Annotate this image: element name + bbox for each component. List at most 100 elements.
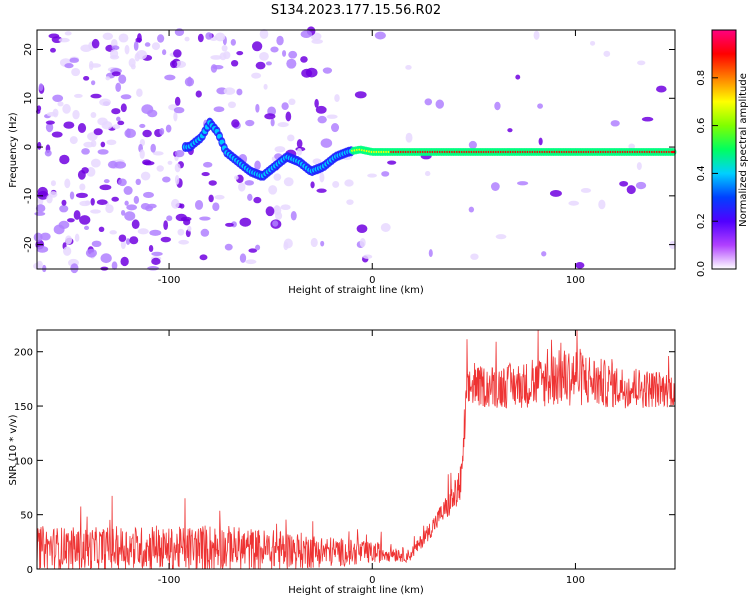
heatmap-cell bbox=[641, 116, 654, 122]
heatmap-cell bbox=[541, 251, 547, 257]
heatmap-cell bbox=[90, 158, 101, 168]
heatmap-cell bbox=[128, 58, 136, 68]
heatmap-cell bbox=[131, 219, 140, 230]
heatmap-cell bbox=[274, 146, 286, 153]
heatmap-cell bbox=[424, 98, 433, 106]
heatmap-cell bbox=[255, 103, 260, 113]
heatmap-cell bbox=[610, 120, 620, 127]
heatmap-cell bbox=[83, 75, 90, 81]
heatmap-cell bbox=[70, 263, 79, 274]
heatmap-cell bbox=[290, 210, 297, 221]
x-tick-label: 0 bbox=[369, 575, 375, 586]
heatmap-cell bbox=[387, 160, 397, 165]
heatmap-cell bbox=[331, 123, 340, 133]
y-tick-label: -10 bbox=[23, 188, 34, 204]
heatmap-cell bbox=[111, 261, 118, 270]
heatmap-cell bbox=[255, 244, 261, 251]
snr-frame bbox=[36, 329, 676, 570]
heatmap-cell bbox=[187, 76, 193, 87]
spectrogram-y-axis-label: Frequency (Hz) bbox=[8, 112, 19, 188]
heatmap-cell bbox=[537, 103, 543, 109]
heatmap-trace-core bbox=[670, 150, 676, 154]
y-tick-label: 20 bbox=[23, 43, 34, 56]
y-tick-label: 100 bbox=[14, 456, 33, 467]
heatmap-cell bbox=[214, 32, 226, 42]
heatmap-cell bbox=[64, 178, 71, 189]
heatmap-cell bbox=[150, 143, 156, 153]
heatmap-cell bbox=[147, 266, 160, 271]
heatmap-cell bbox=[93, 128, 103, 136]
y-tick-label: 0 bbox=[27, 565, 33, 576]
heatmap-cell bbox=[125, 238, 131, 245]
heatmap-cell bbox=[163, 220, 169, 231]
heatmap-cell bbox=[281, 102, 289, 111]
heatmap-cell bbox=[59, 154, 70, 165]
heatmap-cell bbox=[118, 234, 127, 242]
heatmap-cell bbox=[84, 225, 90, 231]
heatmap-cell bbox=[137, 228, 149, 235]
heatmap-cell bbox=[148, 244, 154, 252]
heatmap-cell bbox=[81, 167, 89, 174]
heatmap-cell bbox=[575, 262, 585, 269]
heatmap-cell bbox=[245, 119, 255, 127]
heatmap-cell bbox=[133, 195, 140, 204]
heatmap-cell bbox=[494, 101, 501, 111]
snr-panel: -100 0 100 0 50 100 150 200 Height of straight… bbox=[8, 329, 676, 596]
heatmap-cell bbox=[251, 72, 262, 79]
heatmap-cell bbox=[203, 161, 213, 168]
heatmap-cell bbox=[468, 206, 475, 213]
heatmap-cell bbox=[74, 93, 83, 98]
heatmap-cell bbox=[344, 179, 354, 187]
heatmap-cell bbox=[637, 60, 646, 66]
heatmap-cell bbox=[59, 205, 69, 213]
spectrogram-x-axis-label: Height of straight line (km) bbox=[288, 285, 424, 296]
heatmap-cell bbox=[140, 171, 151, 181]
heatmap-cell bbox=[74, 233, 80, 242]
heatmap-cell bbox=[238, 182, 246, 192]
heatmap-cell bbox=[272, 220, 279, 227]
heatmap-cell bbox=[126, 128, 131, 138]
heatmap-cell bbox=[315, 105, 327, 114]
heatmap-cell bbox=[64, 31, 72, 36]
heatmap-cell bbox=[320, 240, 325, 247]
heatmap-cell bbox=[71, 67, 81, 77]
heatmap-cell bbox=[381, 171, 390, 177]
heatmap-cell bbox=[225, 222, 234, 227]
heatmap-cell bbox=[435, 99, 444, 109]
x-tick-label: -100 bbox=[158, 275, 181, 286]
heatmap-cell bbox=[37, 141, 42, 150]
heatmap-cell bbox=[151, 251, 163, 256]
heatmap-cell bbox=[118, 74, 127, 84]
heatmap-cell bbox=[568, 200, 580, 206]
heatmap-cell bbox=[428, 249, 433, 257]
heatmap-cell bbox=[312, 158, 322, 165]
heatmap-cell bbox=[53, 224, 65, 235]
heatmap-cell bbox=[283, 238, 293, 249]
spectrogram-frame bbox=[36, 29, 676, 270]
heatmap-cell bbox=[287, 134, 295, 142]
heatmap-cell bbox=[96, 199, 108, 206]
heatmap-cell bbox=[45, 122, 54, 133]
heatmap-cell bbox=[197, 33, 204, 43]
heatmap-cell bbox=[195, 90, 202, 98]
colorbar-tick-label: 0.4 bbox=[696, 165, 707, 181]
heatmap-cell bbox=[81, 148, 90, 155]
heatmap-cell bbox=[99, 98, 111, 106]
heatmap-cell bbox=[288, 98, 296, 106]
heatmap-cell bbox=[107, 160, 118, 169]
heatmap-cell bbox=[37, 190, 49, 200]
heatmap-cell bbox=[247, 193, 253, 201]
spectrogram-y-ticks: -20 -10 0 10 20 bbox=[23, 43, 675, 253]
heatmap-cell bbox=[49, 191, 58, 198]
heatmap-cell bbox=[296, 139, 303, 149]
y-tick-label: 50 bbox=[20, 511, 33, 522]
heatmap-cell bbox=[213, 106, 225, 113]
heatmap-cell bbox=[135, 37, 142, 43]
heatmap-cell bbox=[112, 124, 121, 130]
heatmap-cell bbox=[77, 122, 87, 133]
heatmap-cell bbox=[326, 114, 338, 119]
heatmap-cell bbox=[635, 181, 647, 190]
heatmap-cell bbox=[69, 57, 80, 63]
heatmap-cell bbox=[33, 232, 43, 242]
